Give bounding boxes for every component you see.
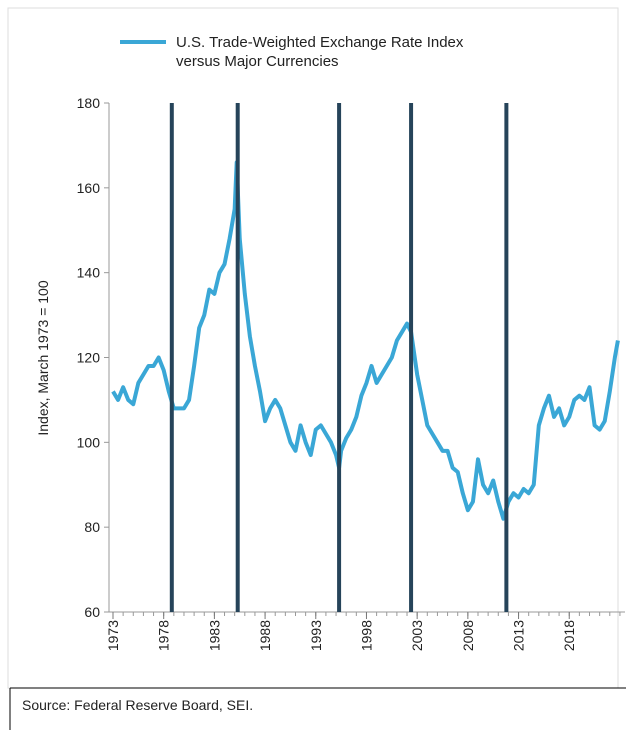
x-tick-label: 1993 xyxy=(308,620,324,651)
y-tick-label: 100 xyxy=(77,434,101,450)
x-tick-label: 2008 xyxy=(460,620,476,651)
x-tick-label: 1983 xyxy=(206,620,222,651)
y-tick-label: 180 xyxy=(77,95,101,111)
y-axis-label: Index, March 1973 = 100 xyxy=(35,280,51,435)
x-tick-label: 1988 xyxy=(257,620,273,651)
x-tick-label: 2003 xyxy=(409,620,425,651)
y-tick-label: 140 xyxy=(77,265,101,281)
x-tick-label: 2018 xyxy=(561,620,577,651)
y-tick-label: 160 xyxy=(77,180,101,196)
y-tick-label: 80 xyxy=(84,519,100,535)
x-tick-label: 1973 xyxy=(105,620,121,651)
data-line xyxy=(111,160,620,521)
x-tick-label: 1978 xyxy=(156,620,172,651)
y-tick-label: 120 xyxy=(77,350,101,366)
x-tick-label: 1998 xyxy=(358,620,374,651)
legend-label: U.S. Trade-Weighted Exchange Rate Index … xyxy=(176,34,464,70)
source-note: Source: Federal Reserve Board, SEI. xyxy=(22,697,254,713)
y-tick-label: 60 xyxy=(84,604,100,620)
x-tick-label: 2013 xyxy=(511,620,527,651)
